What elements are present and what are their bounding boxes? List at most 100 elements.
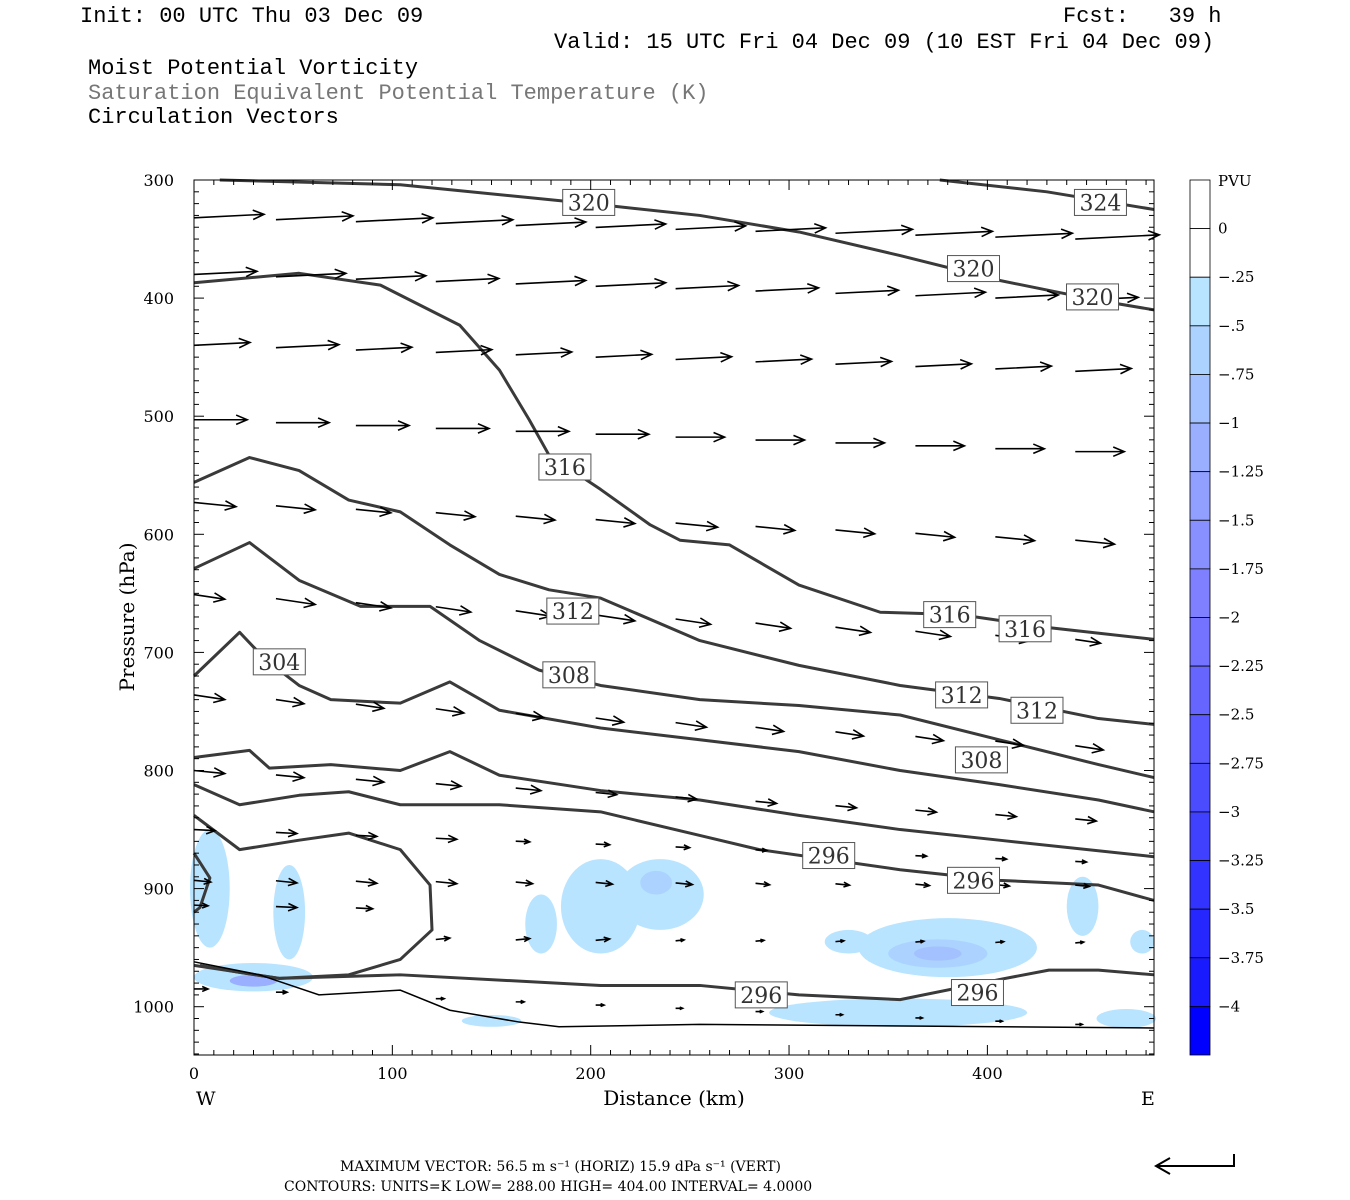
field-title-thetae: Saturation Equivalent Potential Temperat… [88,81,709,106]
pv-shaded-region [525,894,557,954]
circulation-vector [595,1002,607,1008]
circulation-vector [595,219,668,230]
contour-label: 312 [1016,699,1058,724]
field-title-mpv: Moist Potential Vorticity [88,56,419,81]
contour-label: 312 [552,600,594,625]
circulation-vector [275,503,318,515]
circulation-vector [1075,1022,1085,1027]
contour-label-box [546,597,600,625]
circulation-vector [835,1012,845,1017]
circulation-vector [355,342,414,354]
circulation-vector [835,527,877,539]
circulation-vector [835,625,873,637]
circulation-vector [755,1009,765,1014]
pv-shaded-region [190,829,230,948]
colorbar-title: PVU [1218,172,1252,190]
circulation-vector [193,692,227,704]
circulation-vector [435,780,464,791]
y-tick-label: 900 [143,880,174,899]
isentrope-contour [193,748,1155,859]
circulation-vector [995,738,1026,750]
circulation-vector [355,420,412,431]
circulation-vector [755,847,769,853]
circulation-vector [355,701,386,713]
contour-label: 316 [929,604,971,629]
circulation-vector [355,270,428,282]
circulation-vector [675,1006,685,1011]
circulation-vector [995,443,1047,455]
circulation-vector [355,212,435,224]
circulation-vector [915,806,939,816]
colorbar-swatch [1189,228,1211,278]
y-tick-label: 1000 [133,998,174,1017]
circulation-vector [595,936,612,943]
circulation-vector [835,356,894,368]
circulation-vector [995,811,1019,821]
circulation-vector [595,349,654,361]
circulation-vector [435,344,494,356]
init-time: Init: 00 UTC Thu 03 Dec 09 [80,4,424,29]
contour-label: 304 [258,651,300,676]
circulation-vector [595,789,619,799]
circulation-vector [755,222,828,234]
colorbar-label: −3.25 [1218,852,1264,870]
terrain-line [193,961,1155,1029]
contour-label-box [935,681,989,709]
circulation-vector [1075,363,1134,375]
circulation-vector [675,938,687,943]
contour-label-box [1066,283,1120,311]
colorbar-swatch [1189,519,1211,570]
circulation-vector [755,798,779,807]
isentrope-contour [193,456,1155,726]
circulation-vector [595,715,626,726]
circulation-vector [915,1016,925,1020]
pv-shaded-region [824,929,873,954]
circulation-vector [515,879,535,887]
east-label: E [1141,1088,1155,1110]
contour-label: 320 [1072,286,1114,311]
circulation-vector [835,437,887,449]
circulation-vector [1075,815,1099,825]
colorbar-label: −3.5 [1218,900,1254,918]
contour-label: 324 [1079,191,1121,216]
contour-label-box [947,866,1001,894]
contour-label-box [802,842,856,870]
circulation-vector [675,280,741,292]
contour-label-box [950,979,1004,1007]
circulation-vector [995,534,1037,546]
isentrope-contour [193,814,434,980]
circulation-vector [275,211,355,222]
isentrope-contour [192,630,1155,814]
contour-label: 308 [960,749,1002,774]
circulation-vector [595,879,615,888]
colorbar-label: −.25 [1218,268,1254,286]
circulation-vector [435,423,492,434]
contour-label-box [923,601,977,629]
circulation-vector [515,275,588,287]
colorbar-label: −.75 [1218,365,1254,383]
isentrope-contour [193,541,1155,780]
circulation-vector [355,775,386,787]
circulation-vector [275,417,332,429]
circulation-vector [595,517,637,528]
contour-label-box [734,981,788,1009]
contour-label-box [998,615,1052,643]
y-tick-label: 600 [143,525,174,544]
circulation-vector [755,724,786,736]
circulation-vector [595,613,637,625]
circulation-vector [675,431,727,443]
reference-vector-icon [1153,1154,1235,1175]
circulation-vector [675,880,695,888]
circulation-vector [755,621,793,633]
circulation-vector [193,337,253,349]
pv-shaded-region [640,870,673,895]
circulation-vector [355,831,379,841]
circulation-vector [915,226,995,238]
circulation-vector [515,838,532,845]
x-axis-label: Distance (km) [603,1086,745,1110]
circulation-vector [1075,940,1086,945]
y-tick-label: 800 [143,762,174,781]
circulation-vector [675,793,699,803]
circulation-vector [275,771,306,783]
contour-label: 296 [956,982,998,1007]
